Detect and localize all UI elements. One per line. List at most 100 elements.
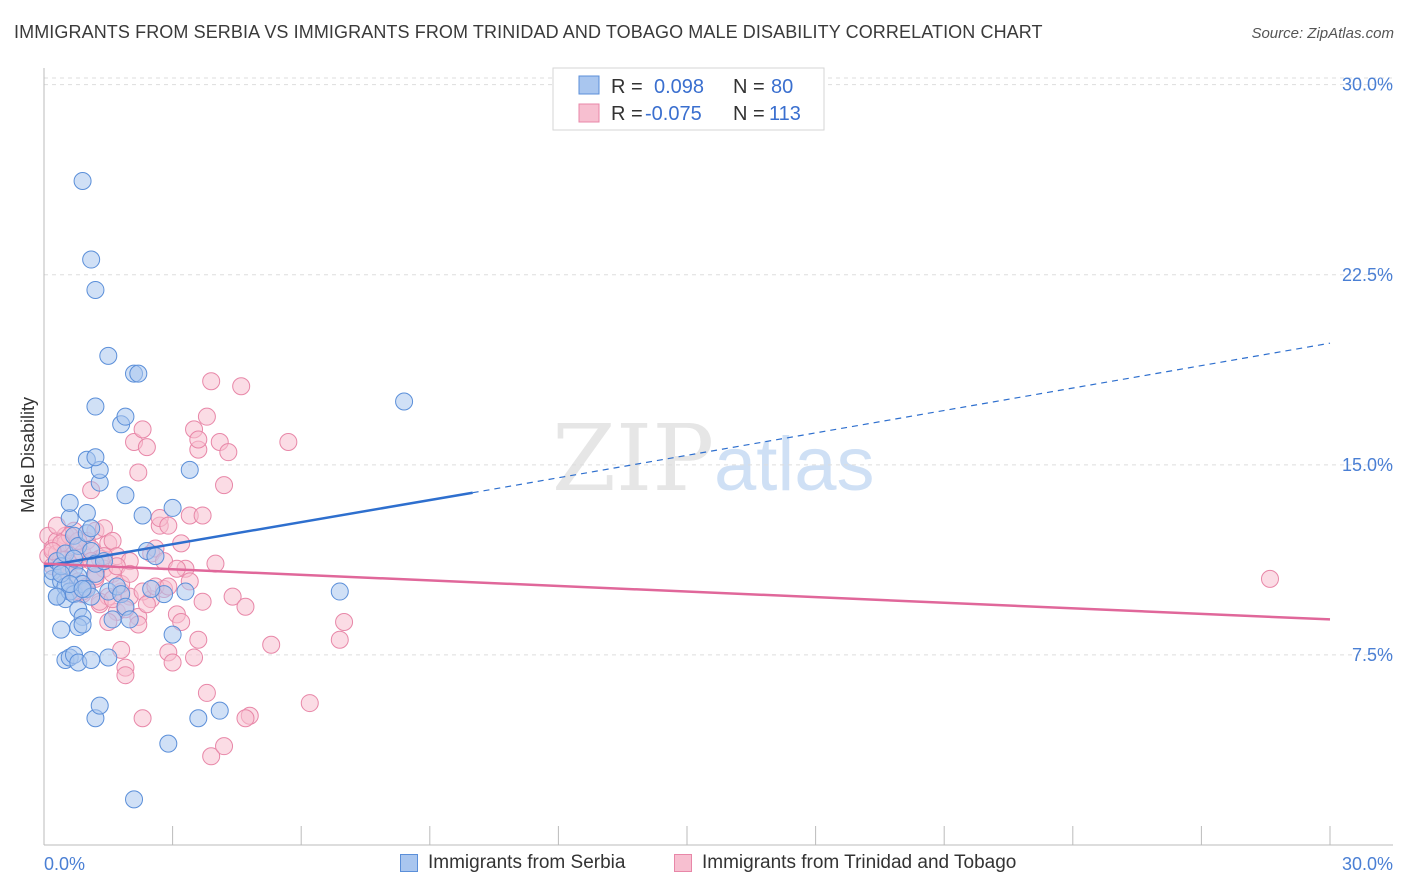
serbia-point [99, 346, 118, 365]
serbia-point [103, 610, 122, 629]
serbia-point [176, 582, 195, 601]
trinidad-point [279, 433, 298, 452]
trinidad-point [335, 612, 354, 631]
correlation-legend: R = 0.098 N = 80 R = -0.075 N = 113 [552, 67, 825, 131]
serbia-point [90, 696, 109, 715]
trinidad-point [197, 683, 216, 702]
trinidad-point [120, 564, 139, 583]
trinidad-point [172, 612, 191, 631]
trinidad-point [133, 420, 152, 439]
serbia-points [43, 171, 414, 809]
serbia-point [125, 790, 144, 809]
serbia-trend-line [43, 491, 473, 568]
y-tick-labels: 7.5% 15.0% 22.5% 30.0% [1342, 75, 1393, 665]
trinidad-point [236, 597, 255, 616]
serbia-point [116, 407, 135, 426]
legend-r-value-1: 0.098 [654, 76, 704, 98]
trinidad-point [137, 438, 156, 457]
trinidad-point [185, 648, 204, 667]
serbia-point [82, 650, 101, 669]
trinidad-point [1260, 569, 1279, 588]
serbia-point [395, 392, 414, 411]
trinidad-point [129, 463, 148, 482]
trinidad-point [215, 476, 234, 495]
legend-n-value-1: 80 [771, 76, 793, 98]
legend-n-value-2: 113 [769, 103, 801, 125]
y-tick-label: 7.5% [1352, 645, 1393, 665]
serbia-point [77, 503, 96, 522]
legend-r-value-2: -0.075 [645, 103, 702, 125]
trinidad-point [223, 587, 242, 606]
y-axis-label: Male Disability [18, 397, 38, 513]
trinidad-point [189, 430, 208, 449]
serbia-point [116, 486, 135, 505]
trinidad-trend-line [43, 562, 1331, 621]
trinidad-point [219, 443, 238, 462]
trinidad-point [236, 709, 255, 728]
serbia-point [86, 448, 105, 467]
legend-item-serbia[interactable]: Immigrants from Serbia [400, 852, 625, 874]
serbia-point [133, 506, 152, 525]
legend-label-trinidad: Immigrants from Trinidad and Tobago [702, 852, 1017, 873]
legend-item-trinidad[interactable]: Immigrants from Trinidad and Tobago [674, 852, 1016, 874]
y-tick-label: 15.0% [1342, 455, 1393, 475]
serbia-point [47, 587, 66, 606]
trinidad-point [189, 630, 208, 649]
trend-lines [43, 342, 1331, 621]
serbia-point [82, 519, 101, 538]
serbia-trend-extension [472, 342, 1331, 494]
serbia-point [60, 493, 79, 512]
serbia-point [86, 280, 105, 299]
watermark-atlas: atlas [714, 422, 875, 507]
legend-n-label-1: N = [733, 76, 765, 98]
serbia-point [189, 709, 208, 728]
serbia-point [142, 580, 161, 599]
chart-title: IMMIGRANTS FROM SERBIA VS IMMIGRANTS FRO… [14, 22, 1043, 42]
legend-swatch-trinidad [578, 103, 600, 123]
serbia-point [73, 615, 92, 634]
axes [43, 68, 1393, 846]
legend-n-label-2: N = [733, 103, 765, 125]
y-tick-label: 30.0% [1342, 75, 1393, 95]
trinidad-point [193, 592, 212, 611]
grid-lines [44, 77, 1393, 656]
serbia-point [163, 625, 182, 644]
source-label: Source: ZipAtlas.com [1251, 25, 1394, 42]
trinidad-point [262, 635, 281, 654]
trinidad-point [202, 747, 221, 766]
serbia-point [120, 610, 139, 629]
x-tick-min: 0.0% [44, 854, 85, 874]
x-tick-max: 30.0% [1342, 854, 1393, 874]
trinidad-point [300, 694, 319, 713]
serbia-point [330, 582, 349, 601]
legend-marker-trinidad [674, 854, 692, 872]
y-tick-label: 22.5% [1342, 265, 1393, 285]
trinidad-point [215, 737, 234, 756]
serbia-point [159, 734, 178, 753]
trinidad-point [103, 531, 122, 550]
serbia-point [163, 498, 182, 517]
serbia-point [129, 364, 148, 383]
trinidad-point [163, 653, 182, 672]
serbia-point [73, 580, 92, 599]
trinidad-point [116, 666, 135, 685]
trinidad-point [137, 595, 156, 614]
trinidad-point [330, 630, 349, 649]
trinidad-point [232, 377, 251, 396]
trinidad-point [193, 506, 212, 525]
legend-label-serbia: Immigrants from Serbia [428, 852, 626, 873]
legend-r-label-1: R = [611, 76, 643, 98]
serbia-point [99, 648, 118, 667]
legend-marker-serbia [400, 854, 418, 872]
serbia-point [82, 250, 101, 269]
watermark-zip: ZIP [552, 405, 714, 512]
legend-swatch-serbia [578, 75, 600, 95]
legend-r-label-2: R = [611, 103, 643, 125]
trinidad-point [159, 516, 178, 535]
serbia-point [146, 547, 165, 566]
trinidad-point [197, 407, 216, 426]
serbia-point [210, 701, 229, 720]
serbia-point [180, 460, 199, 479]
serbia-point [60, 509, 79, 528]
